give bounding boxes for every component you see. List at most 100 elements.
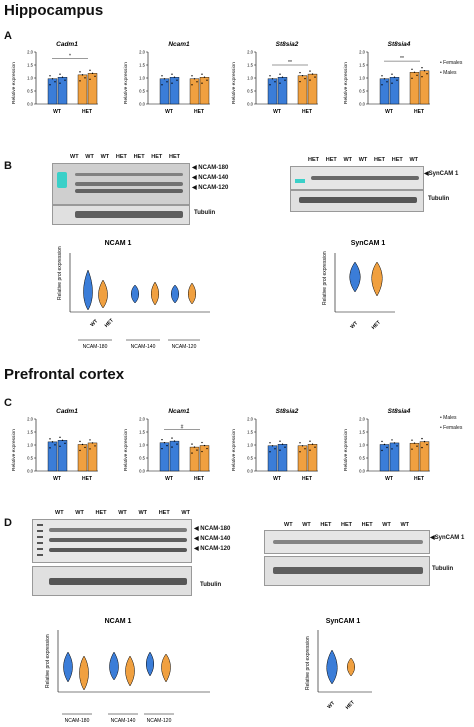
violin-d-syncam-wt [326, 649, 338, 685]
bar-chart-ylabel: Relative expression [231, 429, 237, 471]
y-tick-label: 1.5 [27, 63, 33, 68]
bar-chart-title: St8sia2 [276, 408, 299, 415]
legend-c-item-1: • Males [440, 415, 457, 421]
data-point [396, 445, 398, 447]
data-point [201, 450, 203, 453]
data-point [163, 78, 166, 80]
y-tick-label: 0.0 [359, 102, 365, 107]
blot-b-syncam [290, 166, 424, 190]
y-tick-label: 1.0 [247, 443, 253, 448]
data-point [301, 445, 304, 447]
x-tick-label: WT [165, 109, 173, 115]
data-point [386, 446, 388, 449]
data-point [81, 74, 84, 76]
violin-b-syncam-wt [349, 261, 361, 293]
blot-b-ncam [52, 163, 190, 205]
violin-d-140-het [125, 655, 135, 687]
y-tick-label: 1.5 [247, 63, 253, 68]
ncam-group-140: NCAM-140 [131, 344, 156, 350]
y-tick-label: 0.0 [247, 469, 253, 474]
ncam-140-label: ◀ NCAM-140 [192, 175, 229, 181]
data-point [383, 78, 386, 80]
data-point [271, 78, 274, 80]
blot-b-left-lanes: WT WT WT HET HET HET HET [70, 154, 180, 160]
data-point [279, 440, 281, 442]
bar-chart-title: St8sia4 [388, 408, 411, 415]
data-point [299, 80, 301, 83]
data-point [84, 446, 86, 449]
blot-d-syncam [264, 530, 430, 554]
bar-chart-ylabel: Relative expression [343, 62, 349, 104]
ncam-group-180-d: NCAM-180 [65, 718, 90, 724]
data-point [161, 75, 163, 77]
violin-b-120-wt [171, 284, 179, 304]
data-point [193, 446, 196, 448]
data-point [196, 449, 198, 451]
data-point [79, 440, 81, 443]
y-tick-label: 0.5 [139, 456, 145, 461]
data-point [279, 82, 281, 84]
data-point [191, 452, 193, 454]
x-tick-label: HET [82, 476, 92, 482]
data-point [299, 451, 301, 453]
data-point [173, 76, 176, 78]
violin-title-b-ncam: NCAM 1 [105, 240, 132, 247]
y-tick-label: 1.0 [27, 76, 33, 81]
y-tick-label: 2.0 [139, 417, 145, 422]
violin-d-syncam-het [347, 657, 355, 677]
data-point [381, 75, 383, 77]
data-point [163, 441, 166, 444]
data-point [281, 443, 284, 445]
y-tick-label: 1.0 [359, 76, 365, 81]
data-point [416, 74, 418, 76]
data-point [309, 449, 311, 451]
y-tick-label: 0.5 [139, 89, 145, 94]
x-tick-label: HET [194, 476, 204, 482]
data-point [423, 70, 426, 72]
data-point [171, 82, 173, 84]
data-point [421, 446, 423, 449]
bar-chart-ylabel: Relative expression [11, 429, 17, 471]
panel-letter-a: A [4, 30, 12, 42]
data-point [421, 76, 423, 78]
sig-label: * [69, 54, 71, 60]
violin-b-140-wt [131, 284, 139, 304]
x-tick-label: WT [385, 476, 393, 482]
bar-chart-title: Ncam1 [168, 408, 190, 415]
violin-title-d-syncam: SynCAM 1 [326, 618, 361, 625]
data-point [314, 76, 316, 78]
bar-chart-ylabel: Relative expression [11, 62, 17, 104]
violin-b-180-het [98, 279, 108, 309]
ladder-marker [57, 172, 67, 188]
data-point [304, 448, 306, 450]
legend-a-item-1: • Females [440, 60, 463, 66]
data-point [203, 76, 206, 78]
data-point [89, 78, 91, 81]
x-tick-label: WT [165, 476, 173, 482]
violin-b-140-het [151, 281, 159, 306]
y-tick-label: 1.0 [139, 76, 145, 81]
violin-d-180-het [79, 655, 89, 691]
data-point [171, 446, 173, 448]
blot-d-right-lanes: WT WT HET HET HET WT WT [284, 522, 409, 528]
y-tick-label: 2.0 [247, 417, 253, 422]
violin-xtick-d-syncam-wt: WT [326, 700, 336, 710]
tubulin-label-d: Tubulin [200, 582, 222, 588]
data-point [61, 439, 64, 442]
y-tick-label: 0.0 [27, 102, 33, 107]
data-point [381, 449, 383, 452]
y-tick-label: 0.0 [27, 469, 33, 474]
y-tick-label: 2.0 [139, 50, 145, 55]
data-point [196, 81, 198, 83]
data-point [79, 71, 81, 73]
x-tick-label: HET [302, 109, 312, 115]
data-point [269, 451, 271, 453]
data-point [176, 443, 178, 445]
y-tick-label: 0.5 [247, 456, 253, 461]
data-point [314, 446, 316, 448]
ncam-120-label-d: ◀ NCAM-120 [194, 546, 231, 552]
data-point [59, 436, 61, 439]
data-point [391, 439, 393, 441]
bar-chart-ylabel: Relative expression [123, 429, 129, 471]
data-point [191, 75, 193, 77]
